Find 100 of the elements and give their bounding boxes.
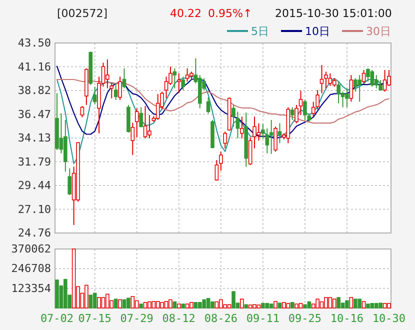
candlestick [362, 69, 366, 84]
bar [206, 298, 210, 308]
y-tick-label: 31.79 [18, 155, 51, 168]
candlestick [223, 131, 227, 149]
candlestick [176, 72, 181, 94]
candlestick [349, 74, 354, 102]
chart-title: [002572] [57, 7, 108, 20]
y-tick-label: 41.16 [18, 60, 51, 74]
candlestick [148, 114, 152, 139]
candlestick [328, 72, 332, 86]
bar [336, 297, 340, 308]
y-tick-label: 27.10 [18, 202, 51, 216]
x-tick-label: 09-11 [246, 312, 280, 325]
y-tick-label: 36.47 [18, 108, 51, 121]
legend-label: 10日 [305, 25, 330, 38]
bar [353, 298, 358, 308]
bar [244, 304, 248, 308]
x-tick-label: 07-15 [78, 312, 112, 325]
candlestick [256, 122, 261, 142]
candlestick [68, 168, 72, 196]
bar [269, 304, 274, 308]
bar [88, 294, 93, 308]
candlestick [219, 151, 223, 172]
bar [194, 302, 198, 308]
bar [55, 280, 59, 308]
y-tick-label: 246708 [11, 262, 51, 276]
bar [345, 300, 349, 308]
candlestick [303, 99, 307, 120]
candlestick [92, 86, 97, 105]
candlestick [366, 68, 370, 82]
text: 2015-10-30 15:01:00 [275, 7, 392, 20]
bar [303, 304, 307, 308]
candlestick [139, 106, 143, 128]
y-tick-label: 123354 [11, 282, 52, 295]
candlestick [156, 94, 160, 120]
legend-label: 5日 [251, 25, 269, 38]
bar [261, 302, 265, 308]
candlestick [274, 126, 278, 152]
x-tick-label: 07-29 [120, 312, 154, 325]
y-tick-label: 34.13 [18, 132, 51, 145]
bar [181, 304, 185, 308]
candlestick [106, 58, 110, 89]
candlestick [164, 76, 168, 99]
bar [358, 298, 362, 308]
candlestick [336, 81, 340, 104]
candlestick [374, 74, 378, 89]
candlestick [248, 136, 252, 166]
candlestick [206, 96, 210, 114]
x-tick-label: 09-25 [288, 312, 322, 325]
bar [122, 299, 126, 308]
bar [64, 278, 68, 308]
bar [232, 291, 236, 308]
bar [126, 298, 130, 308]
bar [307, 301, 312, 308]
candlestick [345, 88, 349, 108]
candlestick [130, 122, 135, 156]
bar [172, 301, 177, 308]
y-tick-label: 370062 [11, 242, 51, 256]
candlestick [118, 76, 122, 100]
candlestick [320, 64, 324, 94]
candlestick [278, 122, 282, 144]
y-tick-label: 24.76 [18, 226, 51, 240]
bar [265, 302, 270, 308]
bar [202, 299, 206, 308]
legend-label: 30日 [366, 25, 391, 38]
bar [92, 292, 97, 308]
candlestick [265, 128, 270, 154]
bar [290, 302, 294, 308]
x-tick-label: 07-02 [40, 312, 74, 325]
bar [370, 302, 374, 308]
y-tick-label: 38.82 [18, 84, 51, 97]
bar [114, 298, 118, 308]
text: 40.22 [170, 7, 202, 20]
candlestick [358, 74, 362, 102]
y-tick-label: 29.44 [18, 179, 52, 192]
candlestick [185, 68, 190, 82]
text: 0.95%↑ [208, 7, 252, 20]
bar [278, 302, 282, 308]
x-tick-label: 10-16 [330, 312, 364, 325]
bar [210, 301, 214, 308]
candlestick [252, 116, 256, 149]
y-tick-label: 43.50 [18, 36, 51, 50]
candlestick [181, 76, 185, 91]
candlestick [114, 82, 118, 100]
bar [374, 302, 378, 308]
bar [378, 302, 382, 308]
candlestick [80, 105, 84, 118]
x-tick-label: 10-30 [372, 312, 406, 325]
candlestick [214, 160, 219, 182]
candlestick [143, 105, 148, 139]
candlestick [290, 106, 294, 120]
candlestick [134, 108, 139, 138]
candlestick [236, 111, 240, 139]
candlestick [240, 116, 244, 139]
bar [139, 304, 143, 308]
candlestick [269, 119, 274, 154]
x-tick-label: 08-26 [204, 312, 238, 325]
bar [198, 302, 202, 308]
candlestick [172, 68, 177, 89]
candlestick [382, 69, 387, 92]
